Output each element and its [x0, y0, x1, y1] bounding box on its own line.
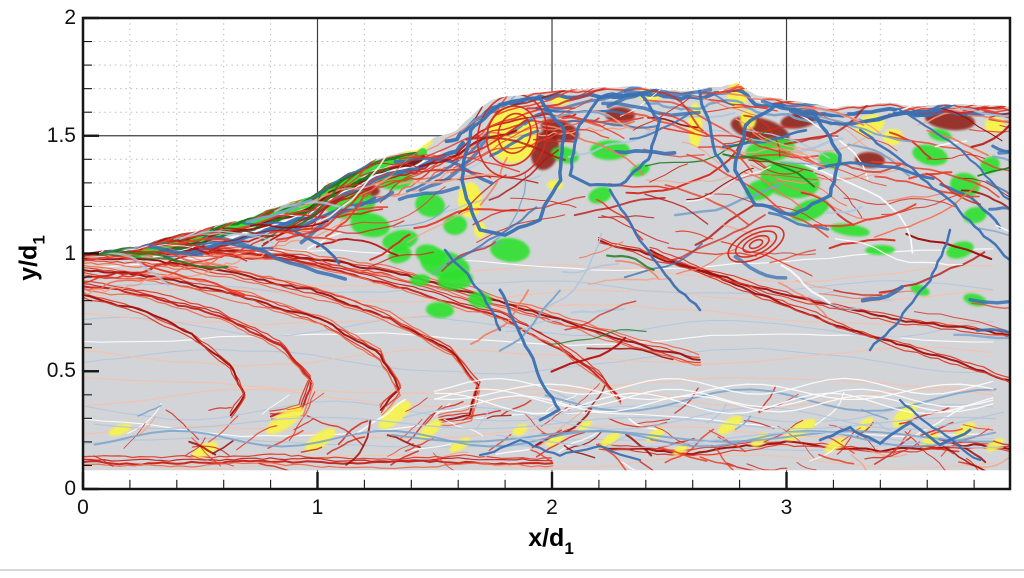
x-tick-label: 1	[311, 496, 324, 519]
x-tick-label: 3	[780, 496, 793, 519]
y-tick-label: 0.5	[46, 359, 76, 383]
y-axis-title-base: y/d	[14, 244, 43, 281]
y-tick-label: 1.5	[46, 123, 76, 147]
x-axis-title: x/d1	[503, 524, 599, 558]
x-axis-title-sub: 1	[564, 539, 574, 558]
y-tick-label: 0	[64, 477, 76, 500]
plot-frame	[81, 16, 1012, 491]
y-axis-title: y/d1	[14, 235, 49, 281]
x-axis-title-base: x/d	[528, 524, 565, 552]
x-tick-label: 2	[546, 496, 558, 519]
x-tick-label: 0	[77, 496, 89, 519]
y-tick-label: 1	[64, 241, 76, 265]
bottom-divider	[0, 569, 1024, 571]
y-axis-title-sub: 1	[29, 235, 49, 245]
y-tick-label: 2	[64, 6, 76, 29]
